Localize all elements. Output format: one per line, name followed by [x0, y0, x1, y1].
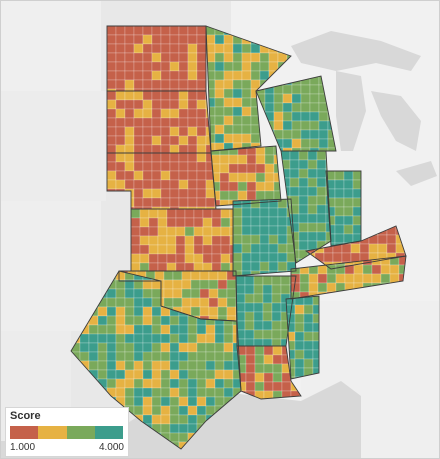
county-cells-missouri: [233, 199, 296, 276]
legend-color-scale: [10, 426, 123, 439]
legend-swatch-3: [66, 426, 95, 439]
county-cells-indiana: [326, 171, 361, 246]
county-cells-mississippi: [286, 296, 319, 379]
county-cells-kansas: [131, 209, 233, 271]
legend: Score 1.000 4.000: [5, 407, 129, 457]
legend-swatch-2: [38, 426, 67, 439]
legend-swatch-1: [10, 426, 39, 439]
county-cells-south-dakota: [107, 91, 211, 153]
state-regions[interactable]: [71, 26, 414, 451]
legend-min-label: 1.000: [10, 442, 36, 453]
legend-max-label: 4.000: [98, 442, 124, 453]
legend-title: Score: [10, 410, 41, 422]
state-borders: [70, 25, 407, 450]
county-cells-north-dakota: [107, 26, 206, 91]
legend-swatch-4: [94, 426, 123, 439]
